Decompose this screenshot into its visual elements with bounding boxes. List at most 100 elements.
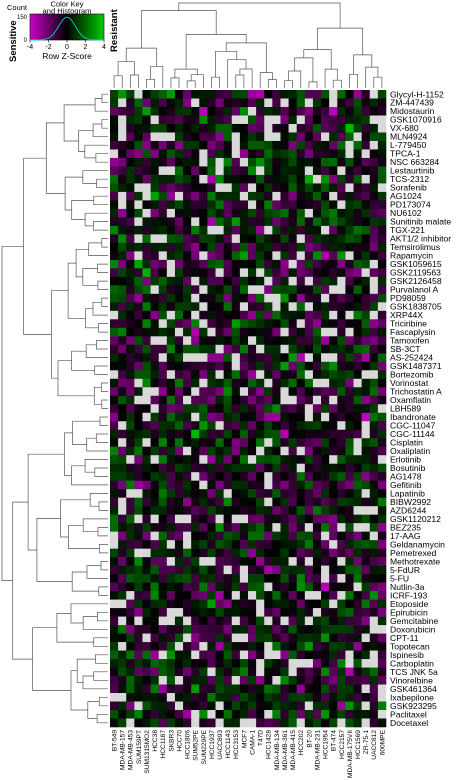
heatmap-cell [256,489,265,498]
dendrogram-branch [185,34,247,70]
heatmap-cell [264,276,273,286]
heatmap-cell [199,676,208,685]
heatmap-cell [296,446,306,456]
heatmap-cell [215,225,224,235]
heatmap-cell [353,429,362,439]
heatmap-cell [191,242,200,252]
heatmap-cell [158,523,168,532]
heatmap-cell [231,395,241,405]
heatmap-cell [199,387,208,397]
heatmap-cell [337,676,346,685]
heatmap-cell [126,548,135,558]
heatmap-cell [231,310,241,320]
heatmap-cell [207,438,216,448]
heatmap-cell [118,557,127,566]
heatmap-cell [264,506,273,515]
heatmap-cell [296,395,306,405]
heatmap-cell [272,404,281,414]
heatmap-cell [369,344,379,354]
heatmap-cell [126,344,135,354]
heatmap-cell [256,523,265,532]
heatmap-cell [369,370,379,380]
heatmap-cell [280,157,289,167]
heatmap-cell [231,684,241,694]
heatmap-cell [134,599,143,609]
heatmap-cell [337,378,346,388]
heatmap-cell [369,183,379,193]
heatmap-cell [191,336,200,346]
heatmap-cell [345,242,354,252]
heatmap-cell [280,378,289,388]
dendrogram-branch [84,212,108,227]
heatmap-cell [150,217,160,227]
heatmap-cell [191,378,200,388]
heatmap-cell [272,531,281,541]
heatmap-cell [134,591,143,600]
heatmap-cell [337,327,346,337]
heatmap-cell [329,489,338,498]
heatmap-cell [231,693,241,702]
heatmap-cell [296,293,306,303]
heatmap-cell [321,157,330,167]
heatmap-cell [272,319,281,329]
heatmap-cell [199,421,208,431]
heatmap-cell [150,106,160,116]
heatmap-cell [272,310,281,320]
row-label: CPT-11 [390,633,419,643]
heatmap-cell [158,514,168,524]
heatmap-cell [150,191,160,201]
heatmap-cell [272,217,281,227]
heatmap-cell [166,565,176,575]
heatmap-cell [191,285,200,295]
heatmap-cell [118,217,127,227]
heatmap-cell [304,370,314,380]
heatmap-cell [239,166,249,176]
heatmap-cell [329,591,338,600]
heatmap-cell [110,438,119,448]
heatmap-cell [174,659,184,668]
heatmap-cell [183,421,192,431]
heatmap-cell [118,336,127,346]
row-label: Ispinesib [390,650,424,660]
heatmap-cell [304,225,314,235]
heatmap-cell [215,616,224,626]
heatmap-cell [207,608,216,617]
heatmap-cell [150,523,160,532]
heatmap-cell [223,412,233,422]
heatmap-cell [223,489,233,498]
heatmap-cell [150,429,160,439]
heatmap-cell [215,693,224,702]
heatmap-cell [337,557,346,566]
row-label: Glycyl-H-1152 [390,89,444,99]
heatmap-cell [288,608,298,617]
column-label: MDA-MB-134 [274,730,281,770]
heatmap-cell [118,234,127,244]
heatmap-cell [191,548,200,558]
heatmap-cell [134,140,143,150]
heatmap-cell [183,140,192,150]
heatmap-cell [329,115,338,125]
heatmap-cell [312,693,322,702]
heatmap-cell [256,429,265,439]
heatmap-cell [207,319,216,329]
heatmap-cell [248,616,257,626]
row-label: 5-FdUR [390,565,420,575]
heatmap-cell [288,157,298,167]
heatmap-cell [369,514,379,524]
heatmap-cell [134,285,143,295]
heatmap-cell [272,676,281,685]
dendrogram-branch [235,74,245,88]
heatmap-cell [321,591,330,600]
heatmap-cell [296,531,306,541]
heatmap-cell [377,361,387,371]
heatmap-cell [174,174,184,184]
heatmap-cell [207,208,216,218]
heatmap-cell [280,540,289,549]
heatmap-cell [118,353,127,363]
heatmap-cell [264,497,273,507]
heatmap-cell [248,378,257,388]
heatmap-cell [191,191,200,201]
heatmap-cell [174,370,184,380]
row-label: LBH589 [390,404,421,414]
heatmap-cell [239,242,249,252]
